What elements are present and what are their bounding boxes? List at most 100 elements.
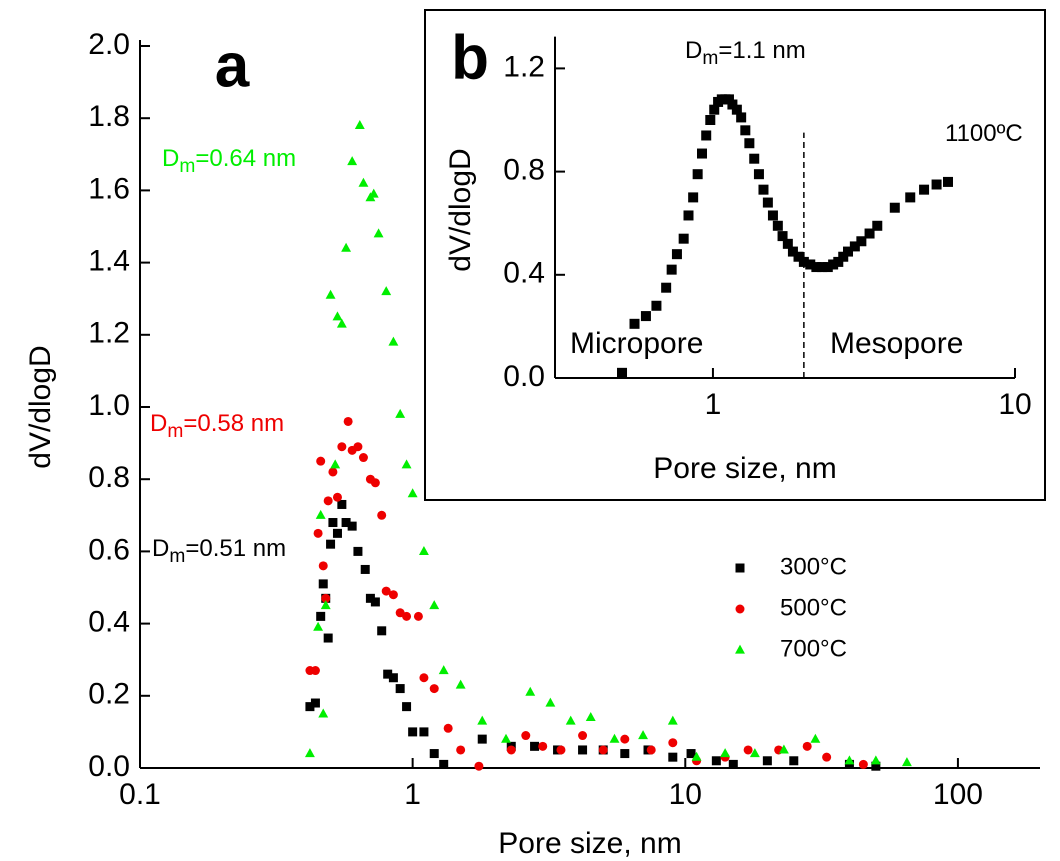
data-point — [343, 416, 353, 426]
data-point — [805, 259, 816, 270]
data-point — [838, 251, 849, 262]
data-point — [501, 733, 511, 743]
data-point — [640, 311, 651, 322]
annotation-part: D — [150, 410, 167, 437]
data-point — [849, 241, 860, 252]
data-point — [697, 148, 708, 159]
data-point — [530, 741, 540, 751]
x-tick-label: 10 — [998, 388, 1031, 421]
x-tick-label: 10 — [669, 778, 702, 811]
annotation: Dm=0.64 nm — [162, 145, 296, 177]
data-point — [782, 238, 793, 249]
data-point — [443, 723, 453, 733]
data-point — [872, 220, 883, 231]
annotation-part: m — [179, 156, 195, 177]
data-point — [318, 561, 328, 571]
y-tick-label: 0.8 — [88, 461, 130, 494]
data-point — [545, 697, 556, 707]
data-point — [328, 467, 338, 477]
data-point — [683, 210, 694, 221]
annotation-part: 1100ºC — [945, 120, 1023, 147]
data-point — [521, 731, 531, 741]
data-point — [388, 336, 399, 346]
data-point — [728, 759, 738, 769]
data-point — [438, 665, 449, 675]
data-point — [402, 702, 412, 712]
data-point — [341, 518, 351, 528]
data-point — [353, 442, 363, 452]
y-tick-label: 1.2 — [503, 50, 545, 83]
data-point — [709, 104, 720, 115]
data-point — [310, 698, 320, 708]
y-tick-label: 1.4 — [88, 245, 130, 278]
data-point — [377, 626, 387, 636]
y-tick-label: 1.0 — [88, 389, 130, 422]
data-point — [736, 112, 747, 123]
data-point — [429, 600, 440, 610]
annotation: 1100ºC — [945, 120, 1023, 147]
data-point — [740, 125, 751, 136]
data-point — [326, 539, 336, 549]
annotation-part: D — [152, 535, 169, 562]
panel-label: b — [451, 23, 489, 92]
data-point — [336, 318, 347, 328]
data-point — [692, 169, 703, 180]
data-point — [778, 744, 789, 754]
data-point — [477, 734, 487, 744]
y-tick-label: 1.6 — [88, 172, 130, 205]
data-point — [905, 192, 916, 203]
y-tick-label: 1.2 — [88, 317, 130, 350]
data-point — [368, 188, 379, 198]
data-point — [323, 633, 333, 643]
y-tick-label: 0.2 — [88, 678, 130, 711]
data-point — [354, 120, 365, 130]
data-point — [762, 197, 773, 208]
legend-label: 700°C — [780, 635, 847, 662]
data-point — [666, 264, 677, 275]
data-point — [315, 509, 326, 519]
data-point — [381, 586, 391, 596]
data-point — [313, 621, 324, 631]
data-point — [758, 184, 769, 195]
legend-label: 500°C — [780, 594, 847, 621]
data-point — [318, 708, 329, 718]
data-point — [777, 231, 788, 242]
x-tick-label: 1 — [404, 778, 421, 811]
data-point — [661, 282, 672, 293]
data-point — [749, 153, 760, 164]
annotation: Dm=1.1 nm — [685, 37, 806, 69]
data-point — [429, 749, 439, 759]
annotation: Mesopore — [830, 327, 963, 360]
data-point — [388, 590, 398, 600]
data-point — [705, 115, 716, 125]
data-point — [743, 745, 753, 755]
data-point — [506, 745, 516, 755]
data-point — [686, 749, 696, 759]
data-point — [798, 256, 809, 267]
data-point — [332, 492, 342, 502]
data-point — [332, 528, 342, 538]
data-point — [789, 756, 799, 766]
data-point — [651, 300, 662, 311]
data-point — [316, 456, 326, 466]
x-tick-label: 100 — [933, 778, 983, 811]
data-point — [525, 686, 536, 696]
inset-frame — [424, 9, 1046, 501]
data-point — [418, 546, 429, 555]
data-point — [678, 233, 689, 244]
data-point — [668, 752, 678, 762]
annotation-part: =0.64 nm — [195, 145, 296, 172]
data-point — [419, 673, 429, 683]
data-point — [753, 169, 764, 180]
data-point — [701, 130, 712, 141]
data-point — [901, 757, 912, 767]
data-point — [767, 210, 778, 221]
annotation-part: D — [685, 37, 702, 64]
data-point — [304, 748, 315, 758]
data-point — [810, 733, 821, 743]
annotation-part: D — [162, 145, 179, 172]
data-point — [388, 673, 398, 683]
data-point — [305, 702, 315, 712]
data-point — [723, 94, 734, 105]
annotation-part: =0.58 nm — [183, 410, 284, 437]
